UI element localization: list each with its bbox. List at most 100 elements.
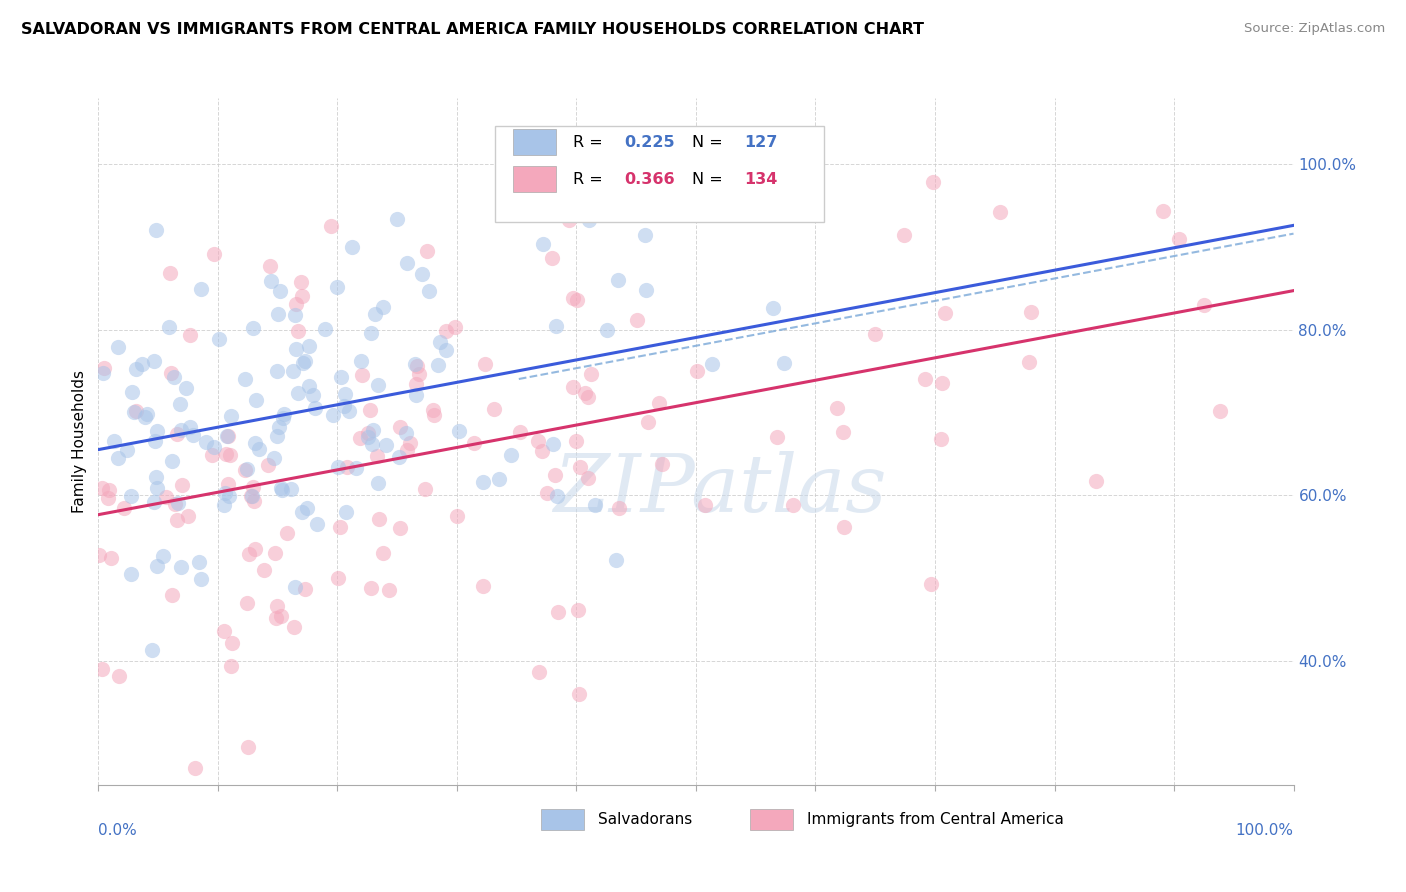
Point [183, 761, 205, 775]
Point [531, 236, 554, 251]
Point [91, 481, 114, 495]
Point [530, 443, 553, 458]
Point [605, 162, 627, 177]
Point [368, 511, 391, 525]
Point [217, 477, 239, 491]
Point [766, 430, 789, 444]
Point [352, 368, 374, 383]
Point [187, 555, 209, 569]
Point [335, 505, 357, 519]
Point [329, 519, 352, 533]
Point [558, 213, 581, 227]
Point [179, 419, 201, 434]
FancyBboxPatch shape [541, 809, 583, 830]
Point [243, 435, 266, 450]
Point [634, 227, 657, 242]
Point [160, 366, 183, 380]
Point [610, 145, 633, 160]
Point [124, 404, 146, 418]
Point [259, 259, 281, 273]
Point [122, 405, 145, 419]
Point [159, 266, 181, 280]
Point [298, 339, 321, 353]
Point [546, 489, 568, 503]
Point [482, 401, 505, 416]
Point [1019, 305, 1042, 319]
Point [208, 332, 231, 346]
Text: N =: N = [692, 135, 728, 150]
Point [235, 463, 257, 477]
Point [574, 385, 596, 400]
Point [155, 490, 177, 504]
Point [146, 559, 169, 574]
Point [269, 284, 291, 298]
Point [626, 312, 648, 326]
Point [350, 354, 373, 368]
Point [567, 293, 589, 307]
Point [772, 355, 794, 369]
Point [543, 436, 565, 450]
Point [302, 388, 325, 402]
Point [181, 427, 204, 442]
Point [145, 223, 167, 237]
Point [364, 307, 387, 321]
Point [547, 605, 569, 619]
Point [1018, 355, 1040, 369]
Point [240, 489, 263, 503]
Text: 134: 134 [744, 171, 778, 186]
Point [1085, 474, 1108, 488]
Point [422, 409, 444, 423]
Point [336, 459, 359, 474]
Point [236, 740, 259, 755]
Text: Immigrants from Central America: Immigrants from Central America [807, 812, 1064, 827]
Point [527, 665, 550, 680]
Point [934, 306, 956, 320]
Point [422, 403, 444, 417]
Point [273, 407, 295, 421]
Point [169, 397, 191, 411]
Point [266, 599, 288, 613]
Point [634, 283, 657, 297]
Point [1192, 298, 1215, 312]
Point [125, 362, 148, 376]
Point [446, 509, 468, 524]
Point [97, 483, 120, 497]
Point [576, 471, 599, 485]
Point [145, 481, 167, 495]
Point [134, 409, 156, 424]
Point [221, 635, 243, 649]
Point [298, 378, 321, 392]
Point [832, 520, 855, 534]
Text: Source: ZipAtlas.com: Source: ZipAtlas.com [1244, 22, 1385, 36]
Point [177, 508, 200, 523]
Point [284, 580, 307, 594]
Point [120, 489, 142, 503]
Point [212, 624, 235, 638]
Point [143, 434, 166, 449]
Point [607, 501, 630, 516]
Point [651, 457, 673, 471]
Point [253, 563, 276, 577]
Point [463, 435, 485, 450]
Point [281, 364, 304, 378]
Point [242, 321, 264, 335]
Point [163, 497, 186, 511]
Point [314, 322, 336, 336]
Point [170, 478, 193, 492]
Point [307, 516, 329, 531]
Point [360, 581, 382, 595]
Point [97, 491, 120, 505]
Point [170, 559, 193, 574]
Point [201, 448, 224, 462]
Point [292, 356, 315, 370]
Point [190, 282, 212, 296]
Point [527, 434, 550, 448]
Point [509, 425, 531, 439]
Point [91, 662, 114, 676]
Point [219, 448, 242, 462]
Point [219, 658, 242, 673]
Point [395, 256, 418, 270]
Point [238, 547, 260, 561]
Point [202, 440, 225, 454]
Point [782, 498, 804, 512]
